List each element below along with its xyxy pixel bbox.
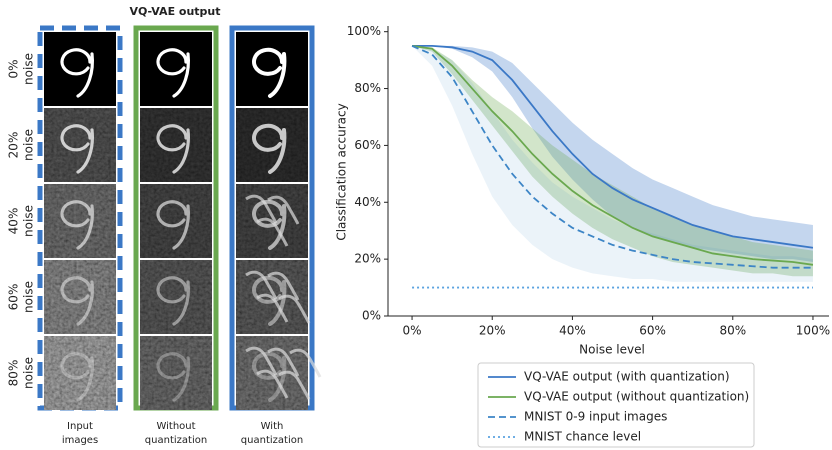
x-tick-label: 60%: [639, 324, 666, 338]
column-label: Input: [67, 421, 93, 432]
x-tick-label: 80%: [719, 324, 746, 338]
y-tick-label: 40%: [354, 195, 381, 209]
column-label: images: [62, 435, 98, 446]
legend-label: VQ-VAE output (with quantization): [524, 370, 730, 384]
row-label: 0%: [7, 59, 21, 78]
x-axis-label: Noise level: [579, 343, 645, 357]
row-label: noise: [22, 205, 36, 237]
row-label: 20%: [7, 132, 21, 159]
legend-label: MNIST 0-9 input images: [524, 410, 667, 424]
panel-title: VQ-VAE output: [129, 5, 220, 18]
legend-label: VQ-VAE output (without quantization): [524, 390, 749, 404]
y-tick-label: 60%: [354, 138, 381, 152]
y-tick-label: 100%: [347, 24, 381, 38]
row-label: 60%: [7, 284, 21, 311]
column-label: quantization: [241, 435, 303, 446]
row-label: noise: [22, 53, 36, 85]
x-tick-label: 20%: [479, 324, 506, 338]
y-tick-label: 0%: [362, 309, 381, 323]
row-label: 80%: [7, 360, 21, 387]
page: {"panel": {"title": "VQ-VAE output", "ro…: [0, 0, 832, 450]
legend-label: MNIST chance level: [524, 430, 641, 444]
x-tick-label: 100%: [796, 324, 830, 338]
y-tick-label: 20%: [354, 252, 381, 266]
figure: VQ-VAE output Noise level Classification…: [0, 0, 832, 450]
row-label: noise: [22, 281, 36, 313]
x-tick-label: 0%: [403, 324, 422, 338]
y-axis-label: Classification accuracy: [335, 103, 349, 240]
row-label: noise: [22, 357, 36, 389]
row-label: 40%: [7, 208, 21, 235]
column-label: Without: [156, 421, 195, 432]
y-tick-label: 80%: [354, 81, 381, 95]
row-label: noise: [22, 129, 36, 161]
column-label: quantization: [145, 435, 207, 446]
x-tick-label: 40%: [559, 324, 586, 338]
column-label: With: [261, 421, 284, 432]
